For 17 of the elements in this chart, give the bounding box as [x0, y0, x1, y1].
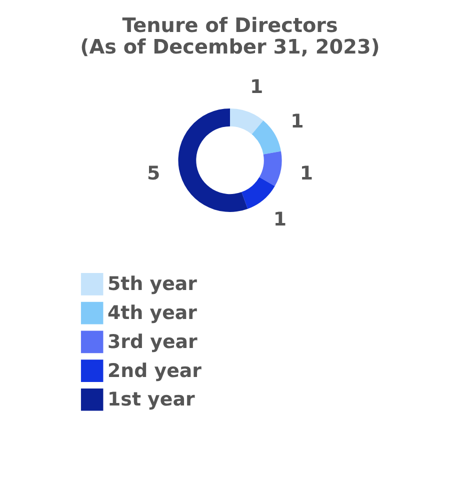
legend-label: 4th year	[108, 302, 198, 324]
legend-label: 1st year	[108, 388, 196, 411]
data-label: 1	[250, 76, 264, 98]
legend-label: 3rd year	[108, 330, 198, 353]
donut-slice	[252, 120, 281, 154]
data-label: 1	[273, 208, 286, 231]
data-label: 5	[146, 162, 160, 185]
legend-label: 2nd year	[108, 360, 202, 382]
donut-slice	[242, 177, 275, 209]
data-label: 1	[300, 162, 314, 185]
text: Tenure of Directors	[122, 14, 338, 37]
donut-slice	[230, 108, 264, 134]
donut-slice	[178, 108, 248, 212]
text: (As of December 31, 2023)	[80, 36, 380, 59]
data-label: 1	[290, 110, 304, 132]
legend-label: 5th year	[108, 273, 198, 296]
donut-slice	[259, 151, 282, 186]
